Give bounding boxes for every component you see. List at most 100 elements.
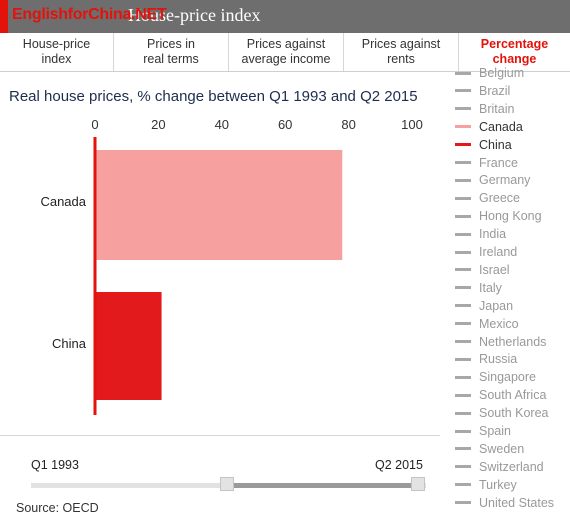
legend-swatch [455, 89, 471, 93]
legend-item-hong-kong[interactable]: Hong Kong [455, 207, 542, 225]
legend-item-switzerland[interactable]: Switzerland [455, 458, 544, 476]
legend-label: Switzerland [479, 459, 544, 474]
legend-label: Mexico [479, 316, 519, 331]
tab-prices-average-income[interactable]: Prices against average income [229, 33, 344, 71]
slider-end-label: Q2 2015 [375, 458, 423, 472]
chart-title: Real house prices, % change between Q1 1… [9, 88, 418, 105]
legend-item-south-africa[interactable]: South Africa [455, 386, 546, 404]
legend-item-france[interactable]: France [455, 154, 518, 172]
source-note: Source: OECD [16, 501, 99, 515]
legend-item-russia[interactable]: Russia [455, 350, 517, 368]
legend-label: Ireland [479, 245, 518, 259]
legend-item-netherlands[interactable]: Netherlands [455, 333, 546, 351]
slider-selected-range [226, 483, 418, 488]
legend-item-spain[interactable]: Spain [455, 422, 511, 440]
x-tick-label: 100 [401, 117, 423, 132]
legend-swatch [455, 465, 471, 469]
legend-label: South Africa [479, 388, 547, 403]
legend-swatch [455, 393, 471, 397]
legend-swatch [455, 250, 471, 254]
legend-label: Turkey [479, 477, 517, 492]
legend-swatch [455, 286, 471, 290]
legend-item-south-korea[interactable]: South Korea [455, 404, 549, 422]
x-tick-label: 80 [341, 117, 355, 132]
legend-label: Greece [479, 191, 520, 206]
legend-swatch [455, 232, 471, 236]
legend-item-singapore[interactable]: Singapore [455, 368, 536, 386]
legend-label: Sweden [479, 441, 525, 456]
bar-china [95, 292, 162, 400]
legend-label: Spain [479, 424, 511, 438]
legend-swatch [455, 143, 471, 147]
legend-swatch [455, 178, 471, 182]
legend-item-germany[interactable]: Germany [455, 171, 530, 189]
header-accent [0, 0, 8, 33]
legend-item-china[interactable]: China [455, 136, 512, 154]
legend-label: United States [479, 495, 555, 510]
bar-chart: 0 20 40 60 80 100 Canada China [40, 117, 423, 415]
legend-swatch [455, 196, 471, 200]
legend-label: South Korea [479, 406, 549, 421]
legend-swatch [455, 447, 471, 451]
tab-house-price-index[interactable]: House-price index [0, 33, 114, 71]
legend-label: Canada [479, 119, 523, 134]
legend-swatch [455, 268, 471, 272]
legend-swatch [455, 304, 471, 308]
legend-item-united-states[interactable]: United States [455, 494, 554, 512]
legend-swatch [455, 71, 471, 75]
slider-start-handle[interactable] [220, 477, 234, 491]
header-bar: House-price index EnglishforChina.NET [0, 0, 570, 33]
x-tick-label: 60 [278, 117, 292, 132]
bar-canada [95, 150, 343, 260]
category-label: China [52, 336, 87, 351]
legend-item-mexico[interactable]: Mexico [455, 315, 519, 333]
tab-bar: House-price index Prices in real terms P… [0, 33, 570, 72]
legend-item-sweden[interactable]: Sweden [455, 440, 524, 458]
legend-label: India [479, 227, 507, 242]
legend-item-israel[interactable]: Israel [455, 261, 510, 279]
legend-label: Netherlands [479, 334, 547, 349]
legend-item-ireland[interactable]: Ireland [455, 243, 517, 261]
legend-label: Belgium [479, 66, 525, 80]
legend-swatch [455, 411, 471, 415]
legend-swatch [455, 429, 471, 433]
legend-label: Hong Kong [479, 209, 542, 224]
legend-item-belgium[interactable]: Belgium [455, 66, 524, 82]
chart-heading: House-price index [128, 5, 261, 25]
legend-item-greece[interactable]: Greece [455, 189, 520, 207]
legend-swatch [455, 214, 471, 218]
tab-prices-real-terms[interactable]: Prices in real terms [114, 33, 229, 71]
legend-label: France [479, 155, 518, 170]
legend-swatch [455, 161, 471, 164]
legend-swatch [455, 483, 471, 487]
legend-item-britain[interactable]: Britain [455, 100, 514, 118]
legend-label: Japan [479, 298, 514, 313]
x-tick-label: 40 [215, 117, 229, 132]
slider-start-label: Q1 1993 [31, 458, 79, 472]
legend-label: Russia [479, 352, 518, 367]
legend-swatch [455, 501, 471, 505]
legend-label: Italy [479, 280, 502, 295]
legend-item-brazil[interactable]: Brazil [455, 82, 510, 100]
legend-swatch [455, 322, 471, 326]
legend-item-canada[interactable]: Canada [455, 118, 523, 136]
slider-end-handle[interactable] [411, 477, 425, 491]
time-range-slider: Q1 1993 Q2 2015 [0, 435, 440, 496]
tab-percentage-change[interactable]: Percentage change [480, 37, 549, 66]
tab-prices-rents[interactable]: Prices against rents [344, 33, 459, 71]
legend-swatch [455, 125, 471, 129]
legend-label: Singapore [479, 370, 536, 385]
category-label: Canada [40, 194, 86, 209]
legend-swatch [455, 340, 471, 343]
legend-item-italy[interactable]: Italy [455, 279, 502, 297]
country-legend: Belgium Brazil Britain Canada China France Ger… [455, 66, 570, 523]
legend-swatch [455, 107, 471, 111]
legend-item-japan[interactable]: Japan [455, 297, 513, 315]
legend-swatch [455, 357, 471, 361]
legend-swatch [455, 375, 471, 379]
x-tick-label: 20 [151, 117, 165, 132]
legend-label: Brazil [479, 83, 511, 98]
legend-label: Germany [479, 173, 531, 188]
legend-item-india[interactable]: India [455, 225, 506, 243]
legend-item-turkey[interactable]: Turkey [455, 476, 517, 494]
